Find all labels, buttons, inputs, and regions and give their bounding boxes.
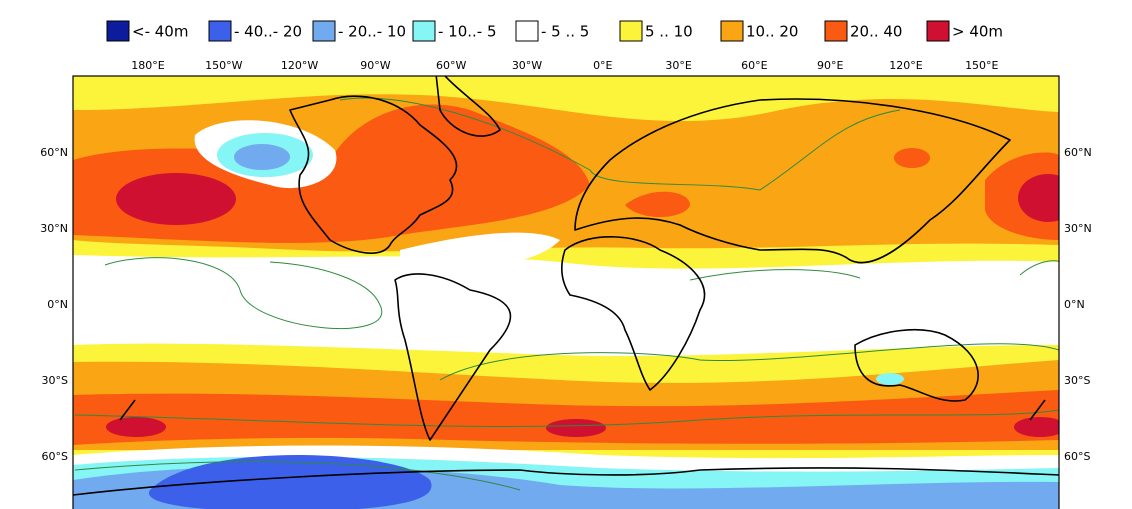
latitude-label: 0°N bbox=[47, 298, 68, 311]
legend-swatch bbox=[208, 20, 232, 42]
longitude-label: 30°W bbox=[512, 59, 542, 72]
latitude-label: 60°S bbox=[42, 450, 68, 463]
map-frame bbox=[72, 75, 1060, 509]
legend-swatch bbox=[824, 20, 848, 42]
longitude-label: 120°W bbox=[281, 59, 318, 72]
legend-swatch bbox=[515, 20, 539, 42]
legend-swatch bbox=[720, 20, 744, 42]
legend: <- 40m - 40..- 20 - 20..- 10 - 10..- 5 - 5 .… bbox=[106, 20, 1003, 42]
longitude-label: 150°E bbox=[965, 59, 998, 72]
legend-swatch bbox=[106, 20, 130, 42]
latitude-label: 30°S bbox=[1064, 374, 1090, 387]
longitude-label: 0°E bbox=[593, 59, 612, 72]
longitude-label: 30°E bbox=[665, 59, 691, 72]
legend-swatch bbox=[312, 20, 336, 42]
legend-label: 20.. 40 bbox=[850, 23, 902, 41]
longitude-label: 180°E bbox=[131, 59, 164, 72]
longitude-label: 60°W bbox=[436, 59, 466, 72]
legend-label: - 20..- 10 bbox=[338, 23, 406, 41]
legend-label: > 40m bbox=[952, 23, 1003, 41]
axis-labels: 180°E 150°W 120°W 90°W 60°W 30°W 0°E 30°E 60°E 90… bbox=[40, 59, 1091, 463]
legend-swatch bbox=[619, 20, 643, 42]
legend-label: <- 40m bbox=[132, 23, 188, 41]
legend-swatch bbox=[926, 20, 950, 42]
legend-label: - 5 .. 5 bbox=[541, 23, 589, 41]
latitude-label: 0°N bbox=[1064, 298, 1085, 311]
longitude-label: 90°W bbox=[360, 59, 390, 72]
legend-label: 5 .. 10 bbox=[645, 23, 693, 41]
latitude-label: 60°S bbox=[1064, 450, 1090, 463]
latitude-label: 30°S bbox=[42, 374, 68, 387]
longitude-label: 90°E bbox=[817, 59, 843, 72]
longitude-label: 60°E bbox=[741, 59, 767, 72]
map-field bbox=[73, 76, 1059, 509]
legend-label: - 10..- 5 bbox=[438, 23, 497, 41]
latitude-label: 60°N bbox=[40, 146, 68, 159]
legend-swatch bbox=[412, 20, 436, 42]
legend-label: 10.. 20 bbox=[746, 23, 798, 41]
latitude-label: 60°N bbox=[1064, 146, 1092, 159]
latitude-label: 30°N bbox=[40, 222, 68, 235]
latitude-label: 30°N bbox=[1064, 222, 1092, 235]
longitude-label: 120°E bbox=[889, 59, 922, 72]
longitude-label: 150°W bbox=[205, 59, 242, 72]
legend-label: - 40..- 20 bbox=[234, 23, 302, 41]
